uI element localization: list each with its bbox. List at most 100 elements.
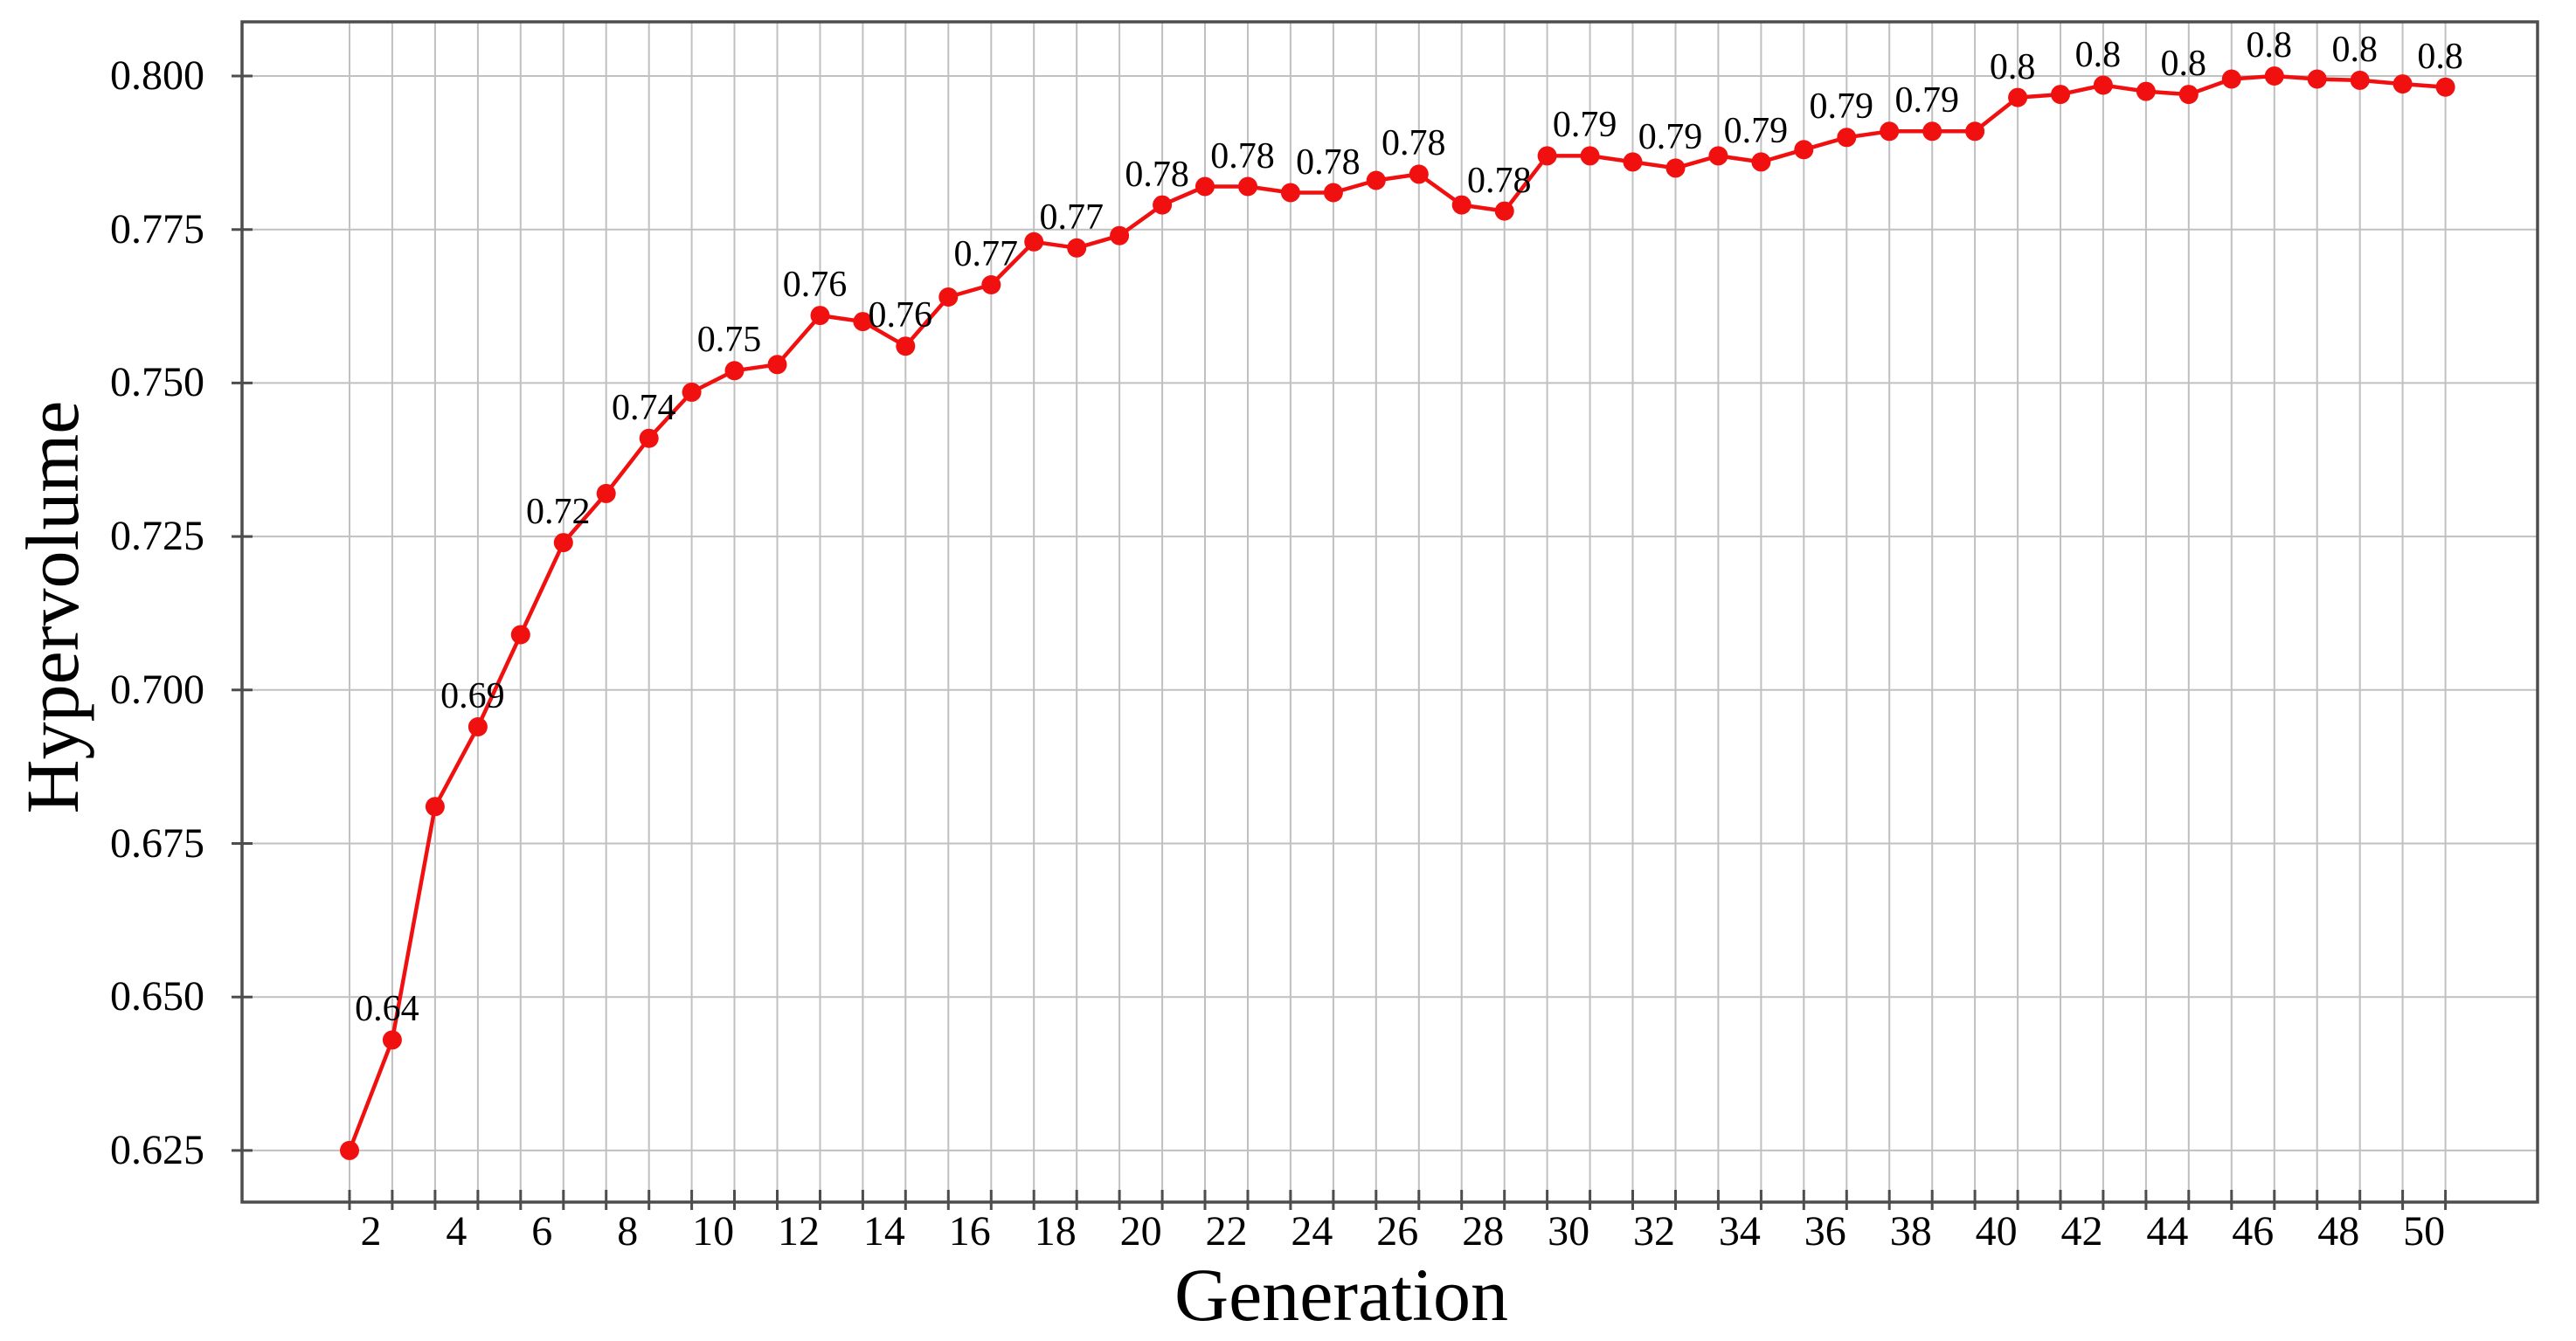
data-point xyxy=(425,797,445,817)
data-point xyxy=(1067,238,1087,258)
x-tick-label: 16 xyxy=(948,1208,991,1255)
x-tick-label: 4 xyxy=(446,1208,467,1255)
data-point xyxy=(1665,158,1686,178)
data-point xyxy=(2178,85,2199,105)
data-point xyxy=(639,428,659,448)
data-point xyxy=(1409,164,1429,184)
data-point-label: 0.8 xyxy=(2417,36,2463,77)
x-tick-label: 26 xyxy=(1376,1208,1419,1255)
data-point xyxy=(2307,69,2327,89)
data-point xyxy=(1195,176,1215,197)
data-point-label: 0.74 xyxy=(611,387,676,428)
data-point-label: 0.78 xyxy=(1210,135,1275,176)
data-point xyxy=(1880,121,1900,142)
data-point xyxy=(1922,121,1942,142)
x-tick-label: 20 xyxy=(1119,1208,1162,1255)
data-point-label: 0.8 xyxy=(2331,29,2378,70)
data-point xyxy=(1965,121,1985,142)
x-tick-label: 28 xyxy=(1462,1208,1505,1255)
data-point xyxy=(1024,232,1044,252)
data-point xyxy=(1238,176,1257,197)
x-tick-label: 24 xyxy=(1291,1208,1333,1255)
x-tick-label: 32 xyxy=(1633,1208,1675,1255)
data-point xyxy=(1451,195,1472,215)
data-point xyxy=(767,355,787,375)
series-line xyxy=(347,73,2448,1153)
data-point xyxy=(981,275,1001,294)
x-tick-label: 36 xyxy=(1804,1208,1846,1255)
data-point xyxy=(2392,74,2413,94)
data-point xyxy=(724,361,744,381)
data-point xyxy=(1751,152,1771,172)
data-point xyxy=(596,483,616,503)
data-point xyxy=(1323,183,1343,203)
data-point-label: 0.79 xyxy=(1723,111,1789,152)
data-point xyxy=(1280,183,1300,203)
data-point xyxy=(1794,140,1814,160)
data-point xyxy=(1837,128,1857,148)
x-tick-label: 10 xyxy=(692,1208,735,1255)
data-point xyxy=(853,312,873,332)
y-tick-label: 0.775 xyxy=(110,205,204,252)
data-point xyxy=(896,336,916,356)
y-tick-label: 0.675 xyxy=(110,819,204,867)
data-point xyxy=(467,717,488,736)
data-point-label: 0.79 xyxy=(1894,80,1959,121)
x-tick-label: 8 xyxy=(617,1208,639,1255)
data-point xyxy=(2051,85,2070,105)
data-point xyxy=(1580,146,1600,166)
data-point-label: 0.79 xyxy=(1638,117,1703,158)
y-tick-label: 0.800 xyxy=(110,52,204,99)
y-tick-label: 0.625 xyxy=(110,1126,204,1173)
data-point-label: 0.77 xyxy=(1039,197,1104,238)
data-point-label: 0.72 xyxy=(526,492,591,533)
x-tick-label: 6 xyxy=(531,1208,553,1255)
data-point-label: 0.76 xyxy=(782,265,848,306)
data-point xyxy=(510,625,530,645)
x-tick-label: 40 xyxy=(1975,1208,2018,1255)
y-tick-label: 0.700 xyxy=(110,666,204,713)
data-point xyxy=(2435,77,2455,97)
y-tick-label: 0.650 xyxy=(110,973,204,1020)
y-axis-title: Hypervolume xyxy=(10,400,94,814)
data-point-label: 0.75 xyxy=(696,320,762,361)
x-tick-label: 14 xyxy=(862,1208,905,1255)
x-tick-label: 22 xyxy=(1205,1208,1248,1255)
data-point xyxy=(553,533,573,553)
data-point-label: 0.79 xyxy=(1809,86,1874,128)
data-point-label: 0.8 xyxy=(1989,46,2036,87)
x-tick-label: 30 xyxy=(1548,1208,1590,1255)
data-point-label: 0.8 xyxy=(2246,25,2293,66)
x-tick-label: 46 xyxy=(2232,1208,2275,1255)
data-point xyxy=(1623,152,1643,172)
data-point-label: 0.78 xyxy=(1296,142,1361,183)
x-tick-label: 12 xyxy=(778,1208,820,1255)
x-axis-title: Generation xyxy=(1174,1253,1509,1337)
data-point xyxy=(2264,66,2284,86)
plot-border xyxy=(240,20,2539,1204)
data-point-label: 0.79 xyxy=(1552,105,1617,146)
data-point-label: 0.78 xyxy=(1125,154,1189,195)
data-point-label: 0.76 xyxy=(868,295,933,336)
data-point xyxy=(810,306,830,326)
data-point xyxy=(340,1140,359,1160)
x-tick-label: 18 xyxy=(1034,1208,1077,1255)
data-point xyxy=(1537,146,1557,166)
data-point-label: 0.8 xyxy=(2074,34,2122,75)
data-point xyxy=(1494,201,1514,221)
data-point xyxy=(2008,87,2028,107)
data-point xyxy=(2093,75,2113,95)
data-point xyxy=(1366,170,1386,190)
data-point xyxy=(1708,146,1728,166)
x-tick-label: 44 xyxy=(2146,1208,2189,1255)
x-tick-label: 34 xyxy=(1718,1208,1761,1255)
data-point xyxy=(2136,81,2156,101)
data-point-label: 0.78 xyxy=(1466,160,1532,201)
y-tick-label: 0.725 xyxy=(110,513,204,560)
data-point xyxy=(2221,69,2241,89)
data-point xyxy=(1110,225,1130,245)
data-point-label: 0.77 xyxy=(953,234,1019,274)
data-point-label: 0.69 xyxy=(440,676,505,716)
